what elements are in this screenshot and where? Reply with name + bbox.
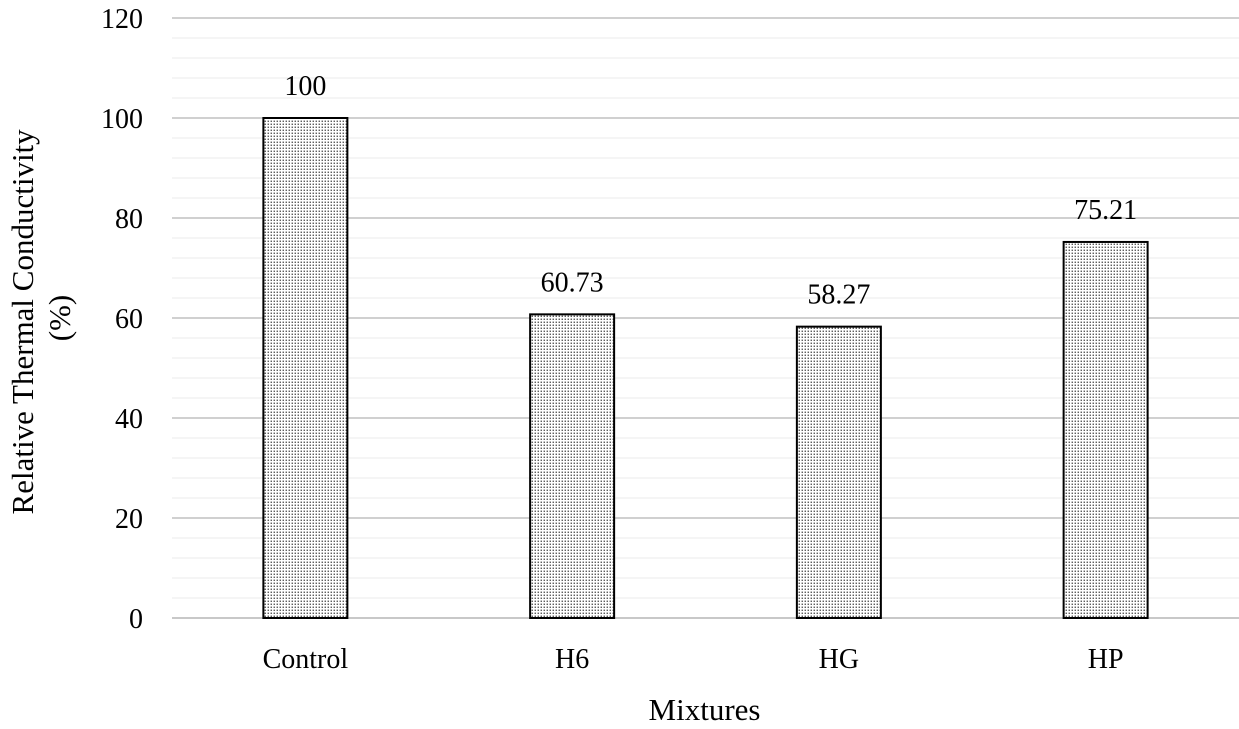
x-tick-label: HP <box>1088 644 1124 675</box>
bar-h6 <box>529 313 616 619</box>
y-axis-title: Relative Thermal Conductivity (%) <box>5 122 77 515</box>
bar-hp <box>1062 240 1149 619</box>
y-tick-label: 120 <box>101 4 143 35</box>
bar-hg <box>795 325 882 619</box>
major-gridlines <box>172 17 1239 619</box>
y-tick-label: 60 <box>115 304 143 335</box>
data-label-control: 100 <box>284 71 326 102</box>
data-label-hp: 75.21 <box>1074 195 1137 226</box>
y-tick-label: 20 <box>115 504 143 535</box>
y-axis-ticks: 0 20 40 60 80 100 120 <box>101 4 143 635</box>
x-axis-ticks: Control H6 HG HP <box>263 644 1124 675</box>
bars <box>262 117 1149 619</box>
data-label-h6: 60.73 <box>541 267 604 298</box>
x-tick-label: HG <box>819 644 859 675</box>
y-axis-title-line-1: Relative Thermal Conductivity <box>5 129 40 515</box>
data-labels: 100 60.73 58.27 75.21 <box>284 71 1137 311</box>
x-tick-label: Control <box>263 644 349 675</box>
y-tick-label: 80 <box>115 204 143 235</box>
data-label-hg: 58.27 <box>807 280 870 311</box>
y-tick-label: 0 <box>129 604 143 635</box>
x-tick-label: H6 <box>555 644 589 675</box>
y-axis-title-line-2: (%) <box>42 295 77 341</box>
y-tick-label: 40 <box>115 404 143 435</box>
x-axis-title: Mixtures <box>649 692 761 727</box>
minor-gridlines <box>172 37 1239 599</box>
bar-control <box>262 117 349 619</box>
y-tick-label: 100 <box>101 104 143 135</box>
